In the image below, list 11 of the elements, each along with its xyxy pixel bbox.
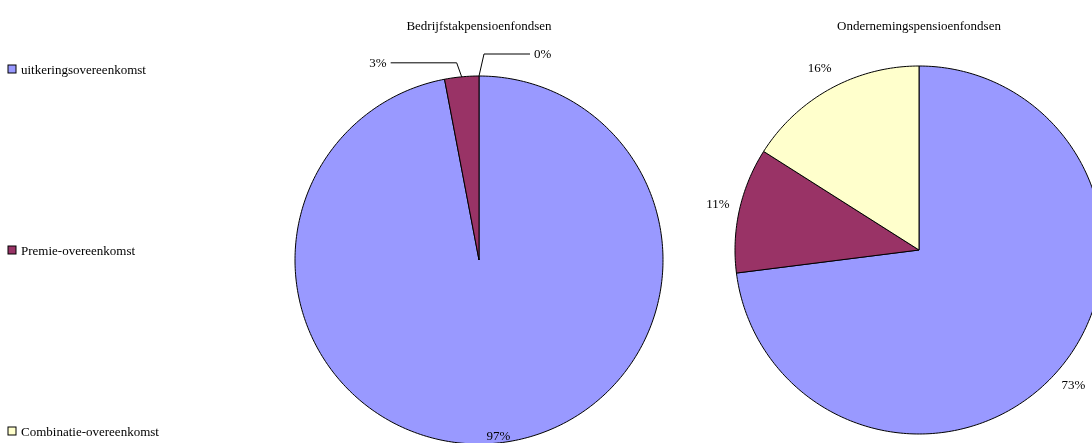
- data-label: 97%: [486, 427, 511, 443]
- data-label: 3%: [369, 54, 387, 70]
- chart-title: Bedrijfstakpensioenfondsen: [406, 18, 553, 33]
- legend-label: Premie-overeenkomst: [21, 243, 136, 258]
- data-label: 11%: [706, 196, 730, 212]
- data-label: 16%: [807, 60, 832, 76]
- data-label: 73%: [1061, 377, 1086, 393]
- legend-label: uitkeringsovereenkomst: [21, 62, 147, 77]
- text: 0%: [534, 46, 552, 61]
- chart-title: Ondernemingspensioenfondsen: [837, 18, 1002, 33]
- legend-label: Combinatie-overeenkomst: [21, 424, 160, 439]
